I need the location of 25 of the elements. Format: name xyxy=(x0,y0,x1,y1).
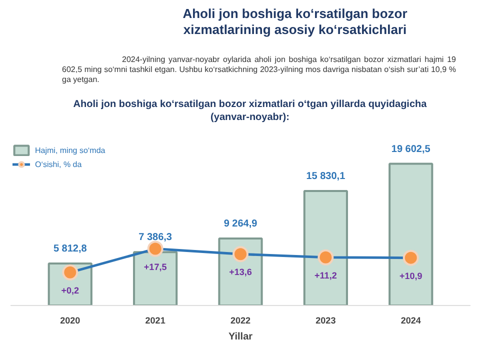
bar xyxy=(388,162,434,306)
data-label: 9 264,9 xyxy=(224,218,258,230)
x-tick-label: 2023 xyxy=(316,316,336,326)
data-label: +11,2 xyxy=(314,270,337,280)
data-label: +0,2 xyxy=(61,285,80,296)
data-label: +10,9 xyxy=(399,270,422,281)
data-label: 15 830,1 xyxy=(306,171,346,182)
x-tick-label: 2021 xyxy=(145,316,166,326)
legend-label: Hajmi, ming so‘mda xyxy=(35,146,106,154)
data-label: +17,5 xyxy=(144,262,167,272)
bar xyxy=(133,251,178,306)
x-tick-label: 2024 xyxy=(400,316,421,326)
data-label: 7 386,3 xyxy=(138,232,172,244)
x-axis-title: Yillar xyxy=(228,332,253,342)
data-label: +13,6 xyxy=(229,267,252,278)
bar xyxy=(303,190,348,306)
data-label: 19 602,5 xyxy=(391,144,431,155)
bar xyxy=(218,238,263,306)
x-tick-label: 2022 xyxy=(230,316,251,326)
text: 2024-yilning yanvar-noyabr oylarida aholi jon boshiga ko‘rsatilgan bozor xizmatlari hajmi 19 602,5 ming so‘mni tashkil etgan. Ushbu ko‘rsatkichning 2023-yilning mos davriga nisbatan o‘sish sur’ati 10,9 % ga yetgan. xyxy=(62,55,456,86)
chart-subtitle: Aholi jon boshiga ko‘rsatilgan bozor xizmatlari o‘tgan yillarda quyidagicha (yanvar-noyabr): xyxy=(72,99,428,124)
x-tick-label: 2020 xyxy=(60,316,80,326)
legend-label: O‘sishi, % da xyxy=(35,160,82,168)
chart-title: Aholi jon boshiga ko‘rsatilgan bozor xizmatlarining asosiy ko‘rsatkichlari xyxy=(182,6,408,38)
data-label: 5 812,8 xyxy=(53,243,88,254)
